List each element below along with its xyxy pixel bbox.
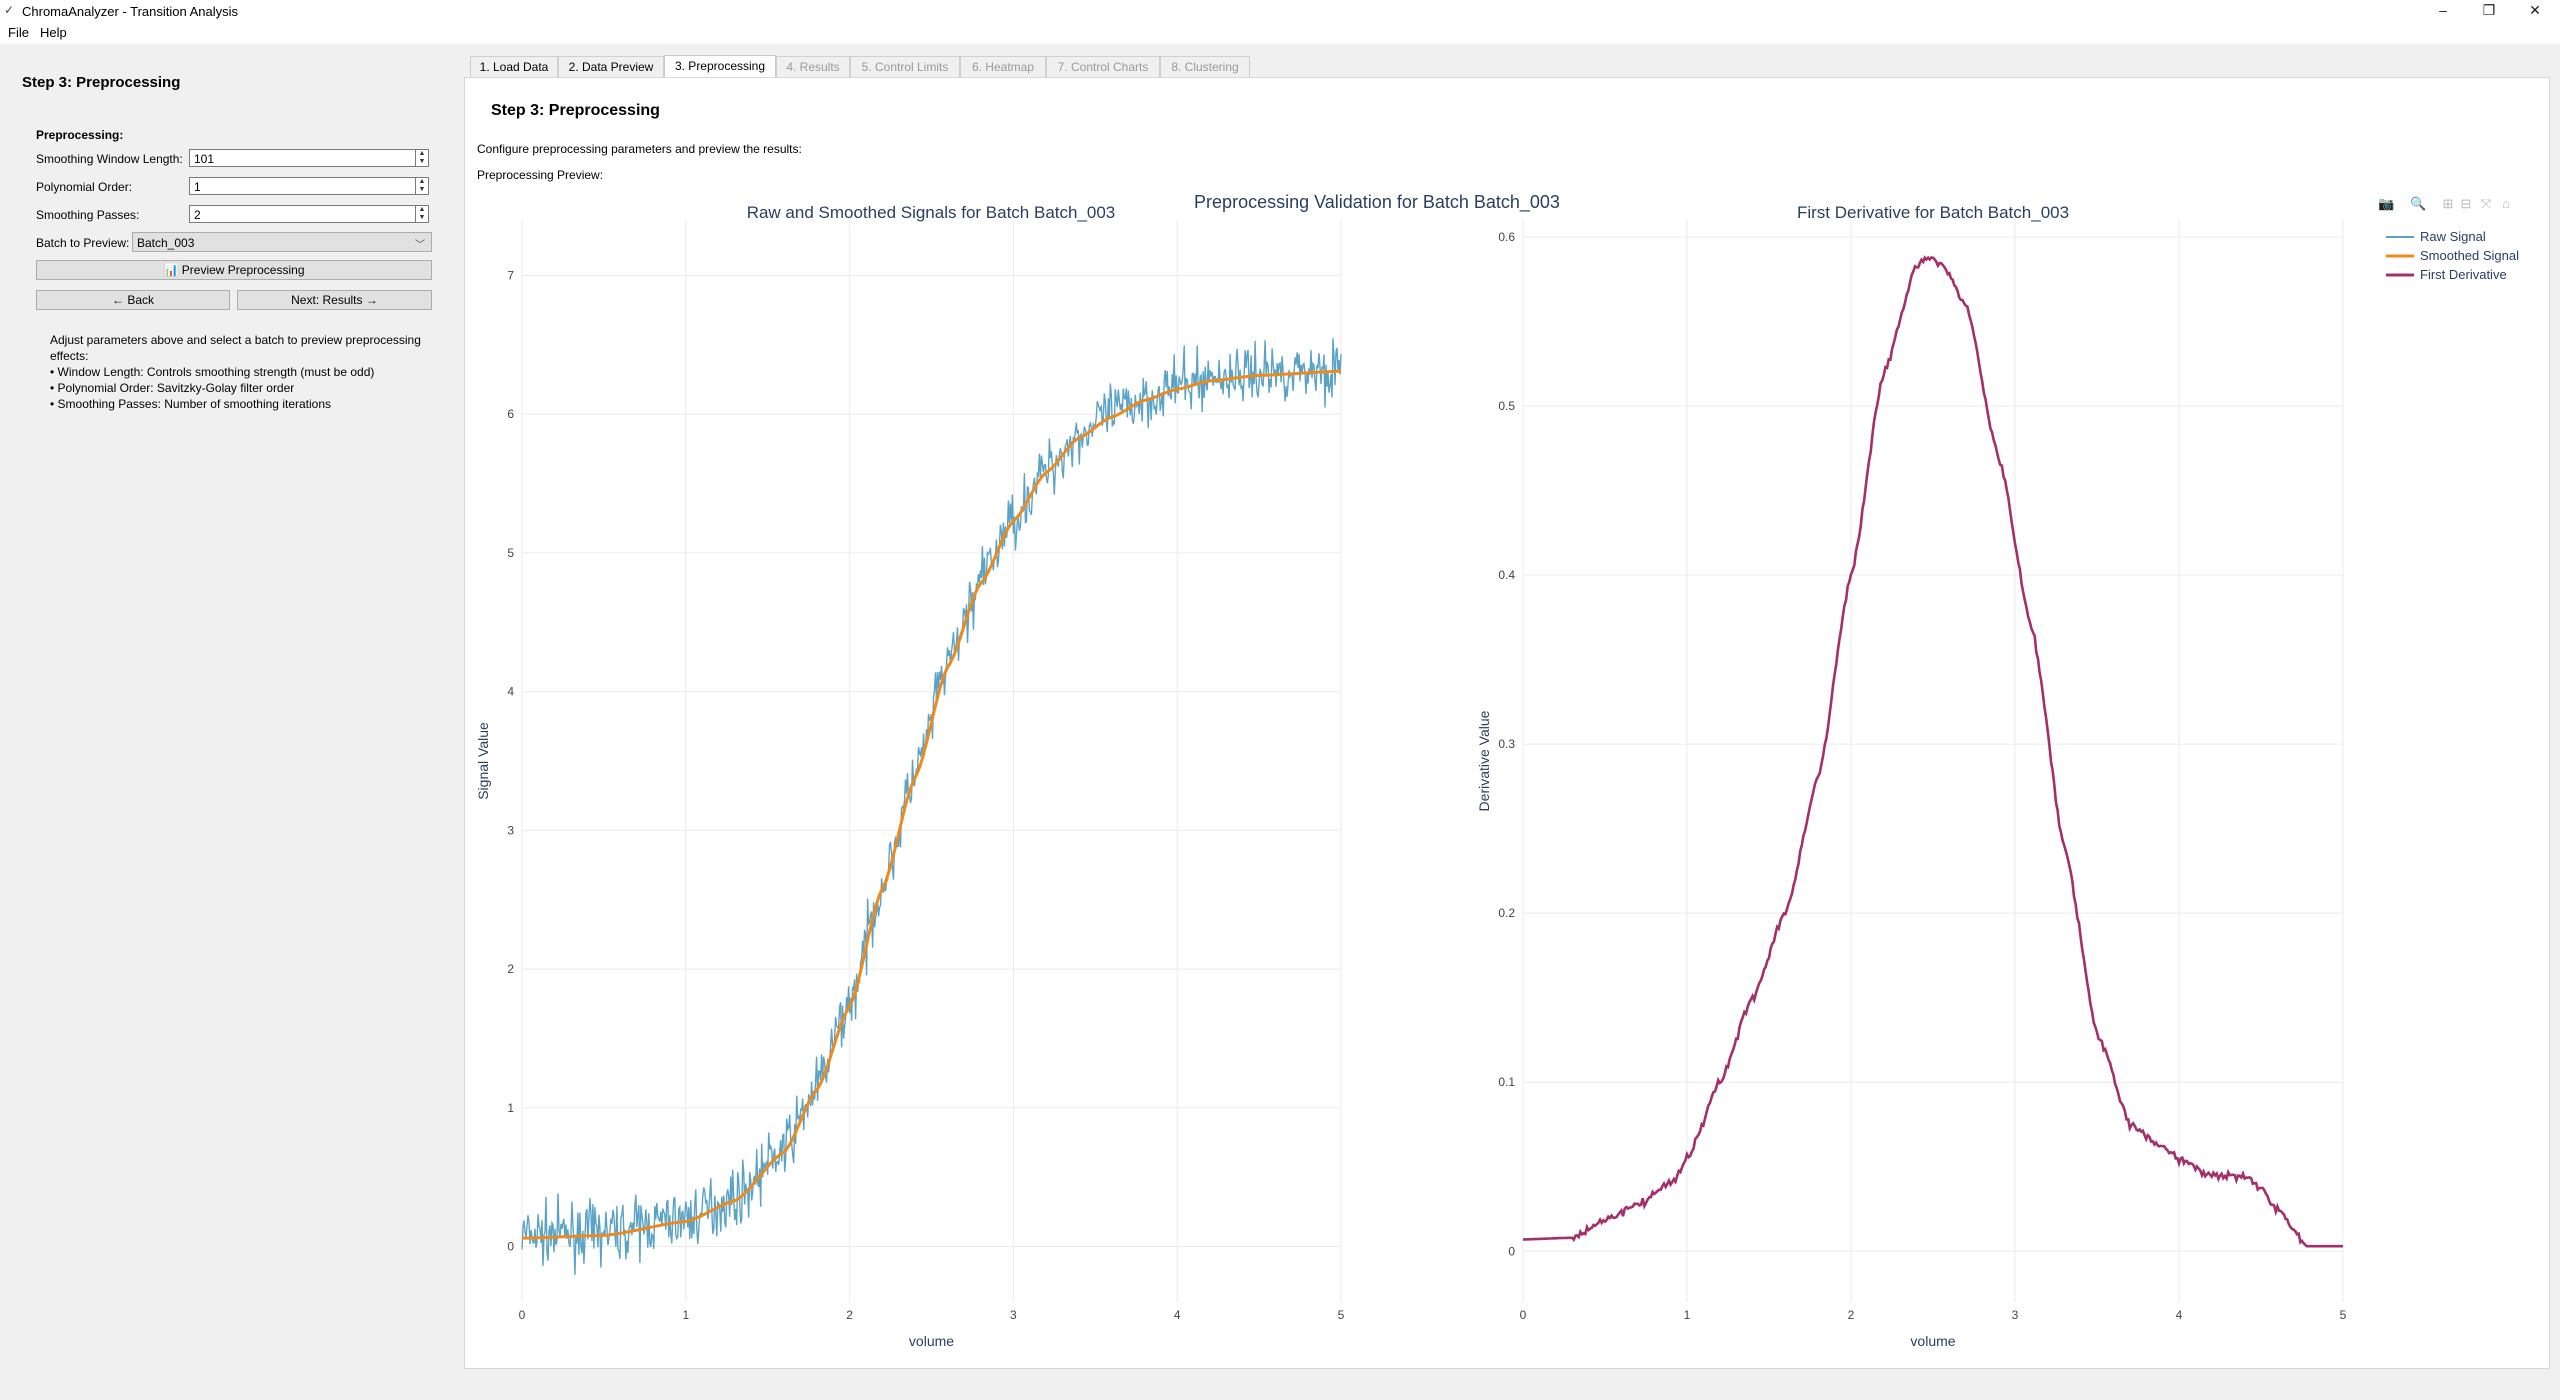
derivative-y-tick-label: 0: [1508, 1244, 1515, 1258]
signal-x-axis-label: volume: [909, 1333, 954, 1349]
signal-y-tick-label: 3: [507, 823, 514, 837]
smoothing-passes-spinbox[interactable]: 2 ▲ ▼: [189, 205, 429, 223]
help-line: • Smoothing Passes: Number of smoothing …: [50, 397, 332, 411]
window-length-value: 101: [194, 152, 215, 166]
help-line: • Window Length: Controls smoothing stre…: [50, 365, 375, 379]
help-text: Adjust parameters above and select a bat…: [50, 332, 430, 412]
legend-first-derivative-label: First Derivative: [2420, 267, 2507, 282]
page-description: Configure preprocessing parameters and p…: [477, 142, 802, 156]
signal-x-tick-label: 1: [682, 1308, 689, 1322]
tab-results[interactable]: 4. Results: [776, 56, 850, 77]
help-line: Adjust parameters above and select a bat…: [50, 333, 421, 347]
signal-x-tick-label: 3: [1010, 1308, 1017, 1322]
spin-arrows-icon[interactable]: ▲ ▼: [415, 150, 428, 166]
tab-preprocessing[interactable]: 3. Preprocessing: [664, 55, 776, 78]
spin-arrows-icon[interactable]: ▲ ▼: [415, 206, 428, 222]
batch-label: Batch to Preview:: [36, 236, 130, 250]
window-length-label: Smoothing Window Length:: [36, 152, 183, 166]
help-line: • Polynomial Order: Savitzky-Golay filte…: [50, 381, 295, 395]
spin-arrows-icon[interactable]: ▲ ▼: [415, 178, 428, 194]
next-results-button[interactable]: Next: Results →: [237, 290, 432, 310]
help-line: effects:: [50, 349, 89, 363]
chevron-down-icon: ﹀: [415, 240, 425, 251]
derivative-x-axis-label: volume: [1910, 1333, 1955, 1349]
figure-suptitle: Preprocessing Validation for Batch Batch…: [1194, 192, 1560, 213]
window-title: ChromaAnalyzer - Transition Analysis: [22, 4, 239, 19]
zoom-in-icon[interactable]: ⊞: [2442, 196, 2454, 211]
derivative-chart-title: First Derivative for Batch Batch_003: [1797, 203, 2069, 222]
signal-y-tick-label: 6: [507, 407, 514, 421]
derivative-x-tick-label: 1: [1684, 1308, 1691, 1322]
batch-select-value: Batch_003: [137, 236, 195, 250]
derivative-x-tick-label: 0: [1520, 1308, 1527, 1322]
signal-y-tick-label: 2: [507, 962, 514, 976]
sidebar-panel: Step 3: Preprocessing Preprocessing: Smo…: [0, 44, 460, 1400]
tab-content-panel: Step 3: Preprocessing Configure preproce…: [464, 77, 2550, 1369]
first-derivative-line: [1523, 255, 2343, 1248]
signal-x-tick-label: 2: [846, 1308, 853, 1322]
page-title: Step 3: Preprocessing: [491, 102, 660, 119]
signal-x-tick-label: 5: [1338, 1308, 1345, 1322]
signal-chart-title: Raw and Smoothed Signals for Batch Batch…: [747, 203, 1116, 222]
derivative-x-tick-label: 5: [2340, 1308, 2347, 1322]
preprocessing-section-label: Preprocessing:: [36, 128, 124, 142]
tab-heatmap[interactable]: 6. Heatmap: [960, 56, 1046, 77]
tab-data-preview[interactable]: 2. Data Preview: [558, 56, 664, 77]
close-button[interactable]: ✕: [2529, 2, 2541, 18]
derivative-y-axis-label: Derivative Value: [1476, 710, 1492, 811]
menu-bar: File Help: [0, 22, 2560, 44]
smoothed-signal-line: [521, 369, 1342, 1240]
tab-clustering[interactable]: 8. Clustering: [1160, 56, 1250, 77]
tab-control-limits[interactable]: 5. Control Limits: [850, 56, 960, 77]
legend-raw-signal-label: Raw Signal: [2420, 229, 2486, 244]
menu-help[interactable]: Help: [40, 25, 67, 40]
signal-y-axis-label: Signal Value: [475, 722, 491, 800]
derivative-y-tick-label: 0.2: [1498, 906, 1515, 920]
preview-preprocessing-button[interactable]: 📊 Preview Preprocessing: [36, 260, 432, 280]
polynomial-order-spinbox[interactable]: 1 ▲ ▼: [189, 177, 429, 195]
derivative-x-tick-label: 4: [2176, 1308, 2183, 1322]
polynomial-order-value: 1: [194, 180, 201, 194]
derivative-x-tick-label: 2: [1848, 1308, 1855, 1322]
signal-y-tick-label: 4: [507, 685, 514, 699]
tab-load-data[interactable]: 1. Load Data: [470, 56, 558, 77]
polynomial-order-label: Polynomial Order:: [36, 180, 133, 194]
autoscale-icon[interactable]: ⤧: [2480, 196, 2492, 211]
signal-x-tick-label: 4: [1174, 1308, 1181, 1322]
derivative-y-tick-label: 0.3: [1498, 737, 1515, 751]
home-icon[interactable]: ⌂: [2502, 196, 2510, 211]
preview-label: Preprocessing Preview:: [477, 168, 604, 182]
menu-file[interactable]: File: [8, 25, 29, 40]
derivative-y-tick-label: 0.1: [1498, 1075, 1515, 1089]
back-button[interactable]: ← Back: [36, 290, 230, 310]
tab-control-charts[interactable]: 7. Control Charts: [1046, 56, 1160, 77]
app-icon: ✓: [4, 3, 15, 17]
camera-icon[interactable]: 📷: [2378, 196, 2395, 211]
window-length-spinbox[interactable]: 101 ▲ ▼: [189, 149, 429, 167]
signal-y-tick-label: 1: [507, 1101, 514, 1115]
sidebar-heading: Step 3: Preprocessing: [22, 74, 181, 91]
signal-y-tick-label: 0: [507, 1240, 514, 1254]
signal-y-tick-label: 5: [507, 546, 514, 560]
derivative-y-tick-label: 0.5: [1498, 399, 1515, 413]
derivative-y-tick-label: 0.6: [1498, 230, 1515, 244]
smoothing-passes-label: Smoothing Passes:: [36, 208, 140, 222]
zoom-icon[interactable]: 🔍: [2410, 196, 2427, 211]
minimize-button[interactable]: –: [2439, 2, 2447, 18]
derivative-y-tick-label: 0.4: [1498, 568, 1515, 582]
derivative-x-tick-label: 3: [2012, 1308, 2019, 1322]
smoothing-passes-value: 2: [194, 208, 201, 222]
legend-smoothed-signal-label: Smoothed Signal: [2420, 248, 2519, 263]
batch-select[interactable]: Batch_003 ﹀: [132, 232, 432, 252]
title-bar: ✓ ChromaAnalyzer - Transition Analysis –…: [0, 0, 2560, 22]
zoom-out-icon[interactable]: ⊟: [2460, 196, 2472, 211]
signal-x-tick-label: 0: [519, 1308, 526, 1322]
restore-button[interactable]: ❐: [2482, 2, 2496, 18]
signal-y-tick-label: 7: [507, 268, 514, 282]
raw-signal-line: [521, 338, 1342, 1276]
